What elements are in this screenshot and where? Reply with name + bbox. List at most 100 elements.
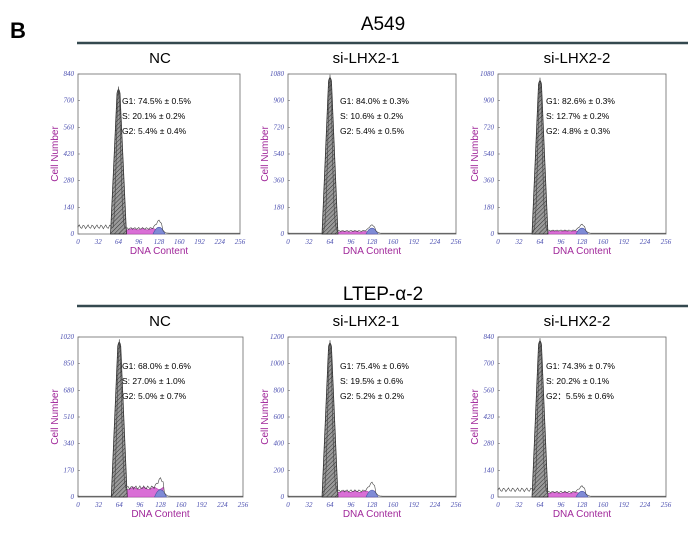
- histogram-outline: [287, 340, 456, 497]
- x-tick-label: 64: [327, 501, 335, 509]
- y-tick-label: 850: [64, 360, 75, 368]
- y-tick-label: 800: [274, 386, 285, 394]
- y-tick-label: 700: [484, 360, 495, 368]
- y-tick-label: 1000: [270, 360, 285, 368]
- y-tick-label: 360: [483, 177, 495, 185]
- x-tick-label: 32: [515, 501, 524, 509]
- y-tick-label: 140: [64, 203, 75, 211]
- x-axis-label: DNA Content: [553, 246, 612, 257]
- y-axis-label: Cell Number: [50, 389, 61, 445]
- y-tick-label: 0: [281, 493, 285, 501]
- x-tick-label: 96: [135, 238, 143, 246]
- histogram-a549-si-lhx2-1: 0 180 360 540 720 900 1080 0 32 64 96 128 160 192 224 2…: [260, 70, 462, 257]
- y-tick-label: 900: [274, 97, 285, 105]
- x-tick-label: 224: [430, 238, 441, 246]
- x-tick-label: 64: [537, 501, 545, 509]
- group-title-ltep: LTEP-α-2: [343, 284, 423, 305]
- phase-stat: S: 20.1% ± 0.2%: [122, 111, 186, 121]
- x-tick-label: 128: [577, 501, 588, 509]
- y-tick-label: 540: [274, 150, 285, 158]
- y-tick-label: 420: [484, 413, 495, 421]
- y-tick-label: 680: [64, 386, 75, 394]
- x-tick-label: 256: [661, 238, 672, 246]
- x-tick-label: 0: [286, 501, 290, 509]
- phase-stat: S: 12.7% ± 0.2%: [546, 111, 610, 121]
- sample-title: si-LHX2-1: [333, 313, 400, 330]
- g2-peak: [154, 489, 167, 498]
- phase-stat: G1: 82.6% ± 0.3%: [546, 96, 615, 106]
- y-tick-label: 280: [484, 440, 495, 448]
- phase-stat: S: 10.6% ± 0.2%: [340, 111, 404, 121]
- x-tick-label: 192: [194, 238, 205, 246]
- panel-label: B: [10, 18, 26, 43]
- x-tick-label: 0: [76, 238, 80, 246]
- x-tick-label: 224: [217, 501, 228, 509]
- phase-stat: G1: 68.0% ± 0.6%: [122, 361, 191, 371]
- x-tick-label: 0: [286, 238, 290, 246]
- y-tick-label: 0: [491, 493, 495, 501]
- sample-title: si-LHX2-2: [544, 50, 611, 67]
- phase-stat: S: 27.0% ± 1.0%: [122, 376, 186, 386]
- x-axis-label: DNA Content: [343, 509, 402, 520]
- y-tick-label: 0: [71, 493, 75, 501]
- y-tick-label: 720: [274, 123, 285, 131]
- y-tick-label: 720: [484, 123, 495, 131]
- y-tick-label: 700: [64, 97, 75, 105]
- y-tick-label: 840: [64, 70, 75, 78]
- y-tick-label: 180: [274, 203, 285, 211]
- x-tick-label: 0: [496, 238, 500, 246]
- y-tick-label: 340: [63, 440, 75, 448]
- y-tick-label: 280: [64, 177, 75, 185]
- y-tick-label: 840: [484, 333, 495, 341]
- histogram-a549-si-lhx2-2: 0 180 360 540 720 900 1080 0 32 64 96 128 160 192 224 2…: [470, 70, 672, 257]
- x-axis-label: DNA Content: [130, 246, 189, 257]
- phase-stat: G1: 74.3% ± 0.7%: [546, 361, 615, 371]
- x-tick-label: 32: [305, 501, 314, 509]
- x-tick-label: 96: [348, 238, 356, 246]
- histogram-ltep-si-lhx2-1: 0 200 400 600 800 1000 1200 0 32 64 96 128 160 192 224…: [260, 333, 462, 520]
- y-axis-label: Cell Number: [470, 389, 481, 445]
- y-tick-label: 560: [64, 123, 75, 131]
- phase-stat: S: 19.5% ± 0.6%: [340, 376, 404, 386]
- x-tick-label: 256: [661, 501, 672, 509]
- x-axis-label: DNA Content: [131, 509, 190, 520]
- x-tick-label: 96: [348, 501, 356, 509]
- y-tick-label: 1080: [270, 70, 285, 78]
- phase-stat: S: 20.2% ± 0.1%: [546, 376, 610, 386]
- y-tick-label: 420: [64, 150, 75, 158]
- phase-stat: G2: 5.4% ± 0.5%: [340, 126, 405, 136]
- y-tick-label: 0: [281, 230, 285, 238]
- x-tick-label: 32: [94, 238, 103, 246]
- y-tick-label: 1200: [270, 333, 285, 341]
- x-tick-label: 192: [619, 501, 630, 509]
- x-tick-label: 32: [305, 238, 314, 246]
- x-tick-label: 224: [640, 238, 651, 246]
- y-tick-label: 0: [71, 230, 75, 238]
- x-tick-label: 192: [409, 501, 420, 509]
- y-tick-label: 510: [64, 413, 75, 421]
- x-tick-label: 32: [515, 238, 524, 246]
- x-tick-label: 128: [154, 238, 165, 246]
- phase-stat: G2: 5.2% ± 0.2%: [340, 391, 405, 401]
- x-tick-label: 224: [215, 238, 226, 246]
- y-axis-label: Cell Number: [50, 126, 61, 182]
- g2-peak: [152, 226, 166, 235]
- x-tick-label: 64: [327, 238, 335, 246]
- g1-peak: [321, 342, 339, 498]
- sample-title: si-LHX2-1: [333, 50, 400, 67]
- x-tick-label: 96: [136, 501, 144, 509]
- y-tick-label: 200: [274, 466, 285, 474]
- phase-stat: G2: 5.4% ± 0.4%: [122, 126, 187, 136]
- x-tick-label: 0: [496, 501, 500, 509]
- x-axis-label: DNA Content: [343, 246, 402, 257]
- histogram-outline: [497, 77, 666, 234]
- x-tick-label: 160: [388, 501, 399, 509]
- x-tick-label: 192: [197, 501, 208, 509]
- x-tick-label: 128: [367, 501, 378, 509]
- y-axis-label: Cell Number: [260, 126, 271, 182]
- y-tick-label: 170: [64, 466, 75, 474]
- histogram-ltep-nc: 0 170 340 510 680 850 1020 0 32 64 96 128 160 192 224 2…: [50, 333, 249, 520]
- group-title-a549: A549: [361, 14, 405, 35]
- x-tick-label: 192: [619, 238, 630, 246]
